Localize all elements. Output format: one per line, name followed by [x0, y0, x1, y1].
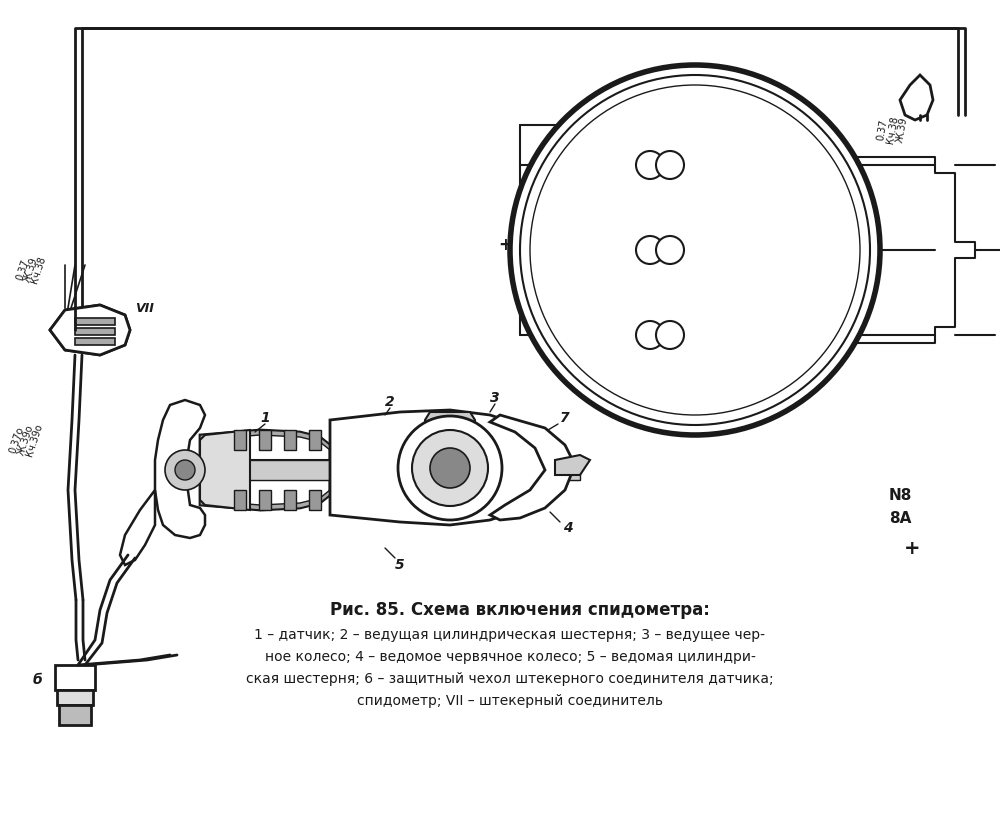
- Text: 0.37: 0.37: [15, 259, 31, 282]
- Circle shape: [656, 321, 684, 349]
- Bar: [75, 338, 115, 345]
- Bar: [740, 326, 775, 344]
- Text: 7: 7: [560, 411, 570, 425]
- Polygon shape: [900, 75, 933, 120]
- Polygon shape: [200, 430, 330, 510]
- Text: 0.37о: 0.37о: [8, 425, 26, 455]
- Bar: [580, 115, 790, 375]
- Polygon shape: [200, 430, 250, 510]
- Polygon shape: [309, 430, 321, 450]
- Polygon shape: [50, 305, 130, 355]
- Circle shape: [165, 450, 205, 490]
- Text: +: +: [904, 539, 920, 557]
- Polygon shape: [200, 490, 330, 510]
- Polygon shape: [120, 490, 155, 565]
- Circle shape: [636, 236, 664, 264]
- Text: ская шестерня; 6 – защитный чехол штекерного соединителя датчика;: ская шестерня; 6 – защитный чехол штекер…: [246, 672, 774, 686]
- Circle shape: [636, 151, 664, 179]
- Text: Кч.38: Кч.38: [885, 116, 900, 144]
- Text: б: б: [32, 673, 42, 687]
- Polygon shape: [284, 430, 296, 450]
- Polygon shape: [309, 490, 321, 510]
- Text: Ж.39о: Ж.39о: [16, 424, 35, 456]
- Text: Кч.39о: Кч.39о: [24, 423, 44, 457]
- Text: Ж.39: Ж.39: [22, 256, 39, 284]
- Text: N8: N8: [888, 488, 912, 502]
- Circle shape: [430, 448, 470, 488]
- Text: 1: 1: [260, 411, 270, 425]
- Polygon shape: [200, 430, 330, 450]
- Text: 3: 3: [490, 391, 500, 405]
- Text: спидометр; VII – штекерный соединитель: спидометр; VII – штекерный соединитель: [357, 694, 663, 708]
- Text: 4: 4: [563, 521, 573, 535]
- Text: VII: VII: [135, 301, 154, 314]
- Circle shape: [175, 460, 195, 480]
- Bar: [59, 705, 91, 725]
- Bar: [57, 690, 93, 705]
- Circle shape: [530, 85, 860, 415]
- Polygon shape: [155, 400, 205, 538]
- Bar: [55, 665, 95, 690]
- Circle shape: [398, 416, 502, 520]
- Polygon shape: [284, 490, 296, 510]
- Polygon shape: [259, 490, 271, 510]
- Polygon shape: [259, 430, 271, 450]
- Text: 8А: 8А: [889, 511, 911, 525]
- Text: 0.37: 0.37: [875, 118, 889, 141]
- Polygon shape: [330, 410, 555, 525]
- Polygon shape: [200, 460, 580, 480]
- Bar: [75, 328, 115, 335]
- Bar: [740, 241, 775, 259]
- Text: +: +: [498, 236, 512, 254]
- Text: Ж.39: Ж.39: [895, 117, 909, 144]
- Bar: [75, 318, 115, 325]
- Polygon shape: [555, 455, 590, 475]
- Circle shape: [412, 430, 488, 506]
- Circle shape: [656, 151, 684, 179]
- Circle shape: [636, 321, 664, 349]
- Circle shape: [510, 65, 880, 435]
- Text: 2: 2: [385, 395, 395, 409]
- Polygon shape: [234, 490, 246, 510]
- Text: Кч.38: Кч.38: [29, 255, 47, 285]
- Polygon shape: [425, 412, 475, 455]
- Polygon shape: [234, 430, 246, 450]
- Text: 1 – датчик; 2 – ведущая цилиндрическая шестерня; 3 – ведущее чер-: 1 – датчик; 2 – ведущая цилиндрическая ш…: [254, 628, 766, 642]
- Text: Рис. 85. Схема включения спидометра:: Рис. 85. Схема включения спидометра:: [330, 601, 710, 619]
- Bar: [740, 156, 775, 174]
- Text: ное колесо; 4 – ведомое червячное колесо; 5 – ведомая цилиндри-: ное колесо; 4 – ведомое червячное колесо…: [265, 650, 755, 664]
- Polygon shape: [490, 415, 575, 520]
- Circle shape: [520, 75, 870, 425]
- Text: 5: 5: [395, 558, 405, 572]
- Circle shape: [656, 236, 684, 264]
